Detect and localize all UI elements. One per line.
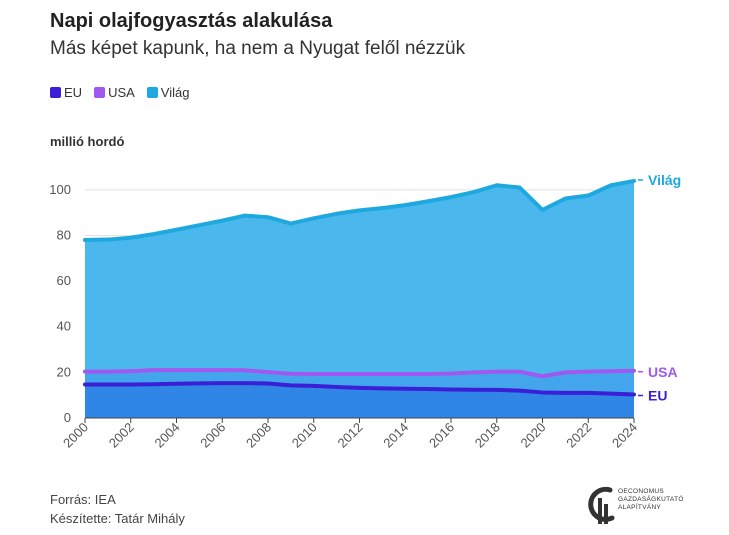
- line-vilag: [83, 178, 636, 243]
- x-tick-label-2004: 2004: [152, 420, 183, 451]
- y-tick-label-60: 60: [57, 273, 71, 288]
- x-tick-label-2014: 2014: [380, 420, 411, 451]
- logo-line-2: GAZDASÁGKUTATÓ: [618, 496, 684, 503]
- end-label-usa: USA: [648, 364, 678, 380]
- y-tick-label-0: 0: [64, 410, 71, 425]
- y-axis-unit-label: millió hordó: [50, 134, 125, 149]
- x-tick-label-2002: 2002: [106, 420, 137, 451]
- y-tick-label-80: 80: [57, 227, 71, 242]
- legend-label-usa: USA: [108, 85, 135, 100]
- y-tick-label-100: 100: [49, 182, 71, 197]
- source-text: Forrás: IEA: [50, 492, 116, 507]
- area-vilag: [85, 180, 634, 418]
- logo-line-1: OECONOMUS: [618, 488, 665, 495]
- legend-swatch-usa: [94, 87, 106, 98]
- x-tick-label-2016: 2016: [426, 420, 457, 451]
- legend: EU USA Világ: [50, 85, 195, 100]
- legend-item-usa[interactable]: USA: [94, 85, 135, 100]
- legend-item-vilag[interactable]: Világ: [146, 85, 190, 100]
- legend-label-eu: EU: [64, 85, 83, 100]
- x-tick-label-2008: 2008: [243, 420, 274, 451]
- y-tick-label-40: 40: [57, 319, 71, 334]
- y-tick-label-20: 20: [57, 364, 71, 379]
- x-tick-label-2022: 2022: [563, 420, 594, 451]
- line-eu: [83, 381, 636, 397]
- legend-label-vilag: Világ: [160, 85, 190, 100]
- logo-mark-icon: [588, 486, 615, 524]
- x-tick-label-2020: 2020: [518, 420, 549, 451]
- legend-swatch-eu: [50, 87, 61, 98]
- x-tick-label-2010: 2010: [289, 420, 320, 451]
- logo-text: OECONOMUS GAZDASÁGKUTATÓ ALAPÍTVÁNY: [618, 488, 684, 512]
- logo-line-3: ALAPÍTVÁNY: [618, 504, 662, 511]
- x-tick-label-2018: 2018: [472, 420, 503, 451]
- chart-subtitle: Más képet kapunk, ha nem a Nyugat felől …: [50, 38, 466, 59]
- chart-title: Napi olajfogyasztás alakulása: [50, 10, 333, 32]
- end-label-vilag: Világ: [648, 172, 681, 188]
- oeconomus-logo: OECONOMUS GAZDASÁGKUTATÓ ALAPÍTVÁNY: [586, 484, 696, 528]
- line-usa: [83, 368, 636, 379]
- footer: Forrás: IEA Készítette: Tatár Mihály: [50, 490, 185, 528]
- legend-item-eu[interactable]: EU: [50, 85, 82, 100]
- legend-swatch-vilag: [146, 87, 158, 98]
- x-tick-label-2006: 2006: [197, 420, 228, 451]
- x-tick-label-2024: 2024: [609, 420, 640, 451]
- author-text: Készítette: Tatár Mihály: [50, 511, 185, 526]
- end-label-eu: EU: [648, 387, 667, 403]
- x-tick-label-2012: 2012: [335, 420, 366, 451]
